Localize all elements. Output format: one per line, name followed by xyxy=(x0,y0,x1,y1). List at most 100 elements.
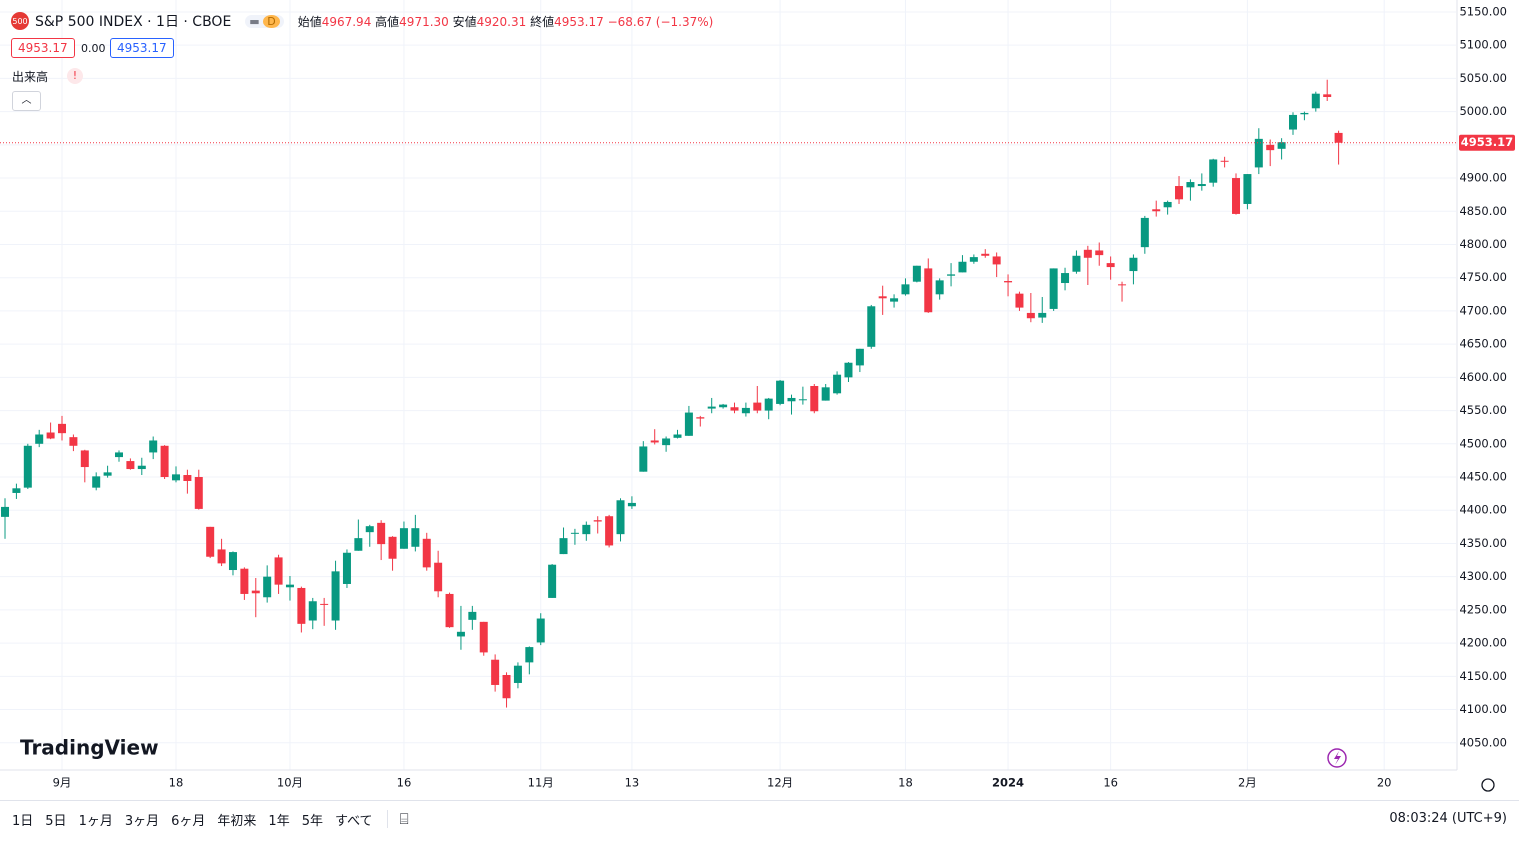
y-tick-label: 4850.00 xyxy=(1459,204,1507,218)
clock[interactable]: 08:03:24 (UTC+9) xyxy=(1389,811,1507,826)
candle-body xyxy=(627,502,636,507)
candle-body xyxy=(798,399,807,401)
range-button[interactable]: 1日 xyxy=(12,813,34,829)
x-tick-label: 12月 xyxy=(767,776,793,790)
candle-body xyxy=(103,472,112,476)
x-tick-label: 16 xyxy=(397,776,412,790)
bid-box[interactable]: 4953.17 xyxy=(11,38,75,58)
range-button[interactable]: 5日 xyxy=(45,813,67,829)
y-tick-label: 4700.00 xyxy=(1459,303,1507,317)
date-range-icon[interactable]: ⌸ xyxy=(386,810,409,828)
symbol-title[interactable]: S&P 500 INDEX · 1日 · CBOE xyxy=(35,14,232,30)
candle-body xyxy=(855,348,864,366)
candle-body xyxy=(1140,217,1149,248)
candle-body xyxy=(160,445,169,478)
candle-body xyxy=(1232,178,1241,214)
open-value: 4967.94 xyxy=(321,14,372,29)
volume-alert[interactable]: ! xyxy=(67,68,83,84)
candle-body xyxy=(1197,184,1206,187)
y-tick-label: 4200.00 xyxy=(1459,636,1507,650)
candle-body xyxy=(1095,250,1104,256)
candle-body xyxy=(1311,93,1320,109)
candle-body xyxy=(730,407,739,411)
candle-body xyxy=(1106,263,1115,268)
candle-body xyxy=(445,593,454,628)
candle-body xyxy=(890,298,899,302)
range-button[interactable]: 1ヶ月 xyxy=(78,813,113,829)
y-tick-label: 4300.00 xyxy=(1459,569,1507,583)
x-tick-label: 9月 xyxy=(53,776,72,790)
chart: TradingView 4050.00 4100.00 4150.00 4200.00… xyxy=(0,0,1515,792)
candle-body xyxy=(58,423,67,434)
candle-body xyxy=(924,268,933,313)
candle-body xyxy=(46,432,55,439)
candle-body xyxy=(696,417,705,419)
candle-body xyxy=(1,506,10,517)
range-button[interactable]: 1年 xyxy=(268,813,290,829)
candle-body xyxy=(479,621,488,653)
low-label: 安値 xyxy=(452,14,477,29)
candle-body xyxy=(787,397,796,402)
settings-icon[interactable] xyxy=(1481,778,1495,792)
candle-body xyxy=(194,477,203,509)
candle-body xyxy=(126,461,135,470)
candle-body xyxy=(981,253,990,256)
candle-body xyxy=(263,576,272,598)
candle-body xyxy=(684,412,693,436)
y-tick-label: 4650.00 xyxy=(1459,337,1507,351)
candle-body xyxy=(741,407,750,414)
candle-body xyxy=(1254,138,1263,168)
candle-body xyxy=(1323,94,1332,97)
candle-body xyxy=(80,450,89,468)
y-tick-label: 4600.00 xyxy=(1459,370,1507,384)
x-tick-label: 2月 xyxy=(1238,776,1257,790)
logo: TradingView xyxy=(20,736,159,760)
x-tick-label: 11月 xyxy=(528,776,554,790)
spread: 0.00 xyxy=(81,42,106,55)
x-tick-label: 10月 xyxy=(277,776,303,790)
y-tick-label: 4750.00 xyxy=(1459,270,1507,284)
candle-body xyxy=(969,257,978,262)
range-button[interactable]: 3ヶ月 xyxy=(124,813,160,829)
candle-body xyxy=(901,284,910,295)
lightning-icon[interactable] xyxy=(1327,748,1347,768)
candle-body xyxy=(707,406,716,409)
candle-body xyxy=(844,362,853,378)
range-button[interactable]: すべて xyxy=(334,813,373,829)
candle-body xyxy=(320,603,329,605)
candle-body xyxy=(525,647,534,663)
candle-body xyxy=(285,584,294,588)
candle-body xyxy=(456,631,465,637)
candle-body xyxy=(810,385,819,412)
candle-body xyxy=(308,601,317,621)
candle-body xyxy=(114,452,123,458)
candle-body xyxy=(1004,281,1013,283)
candle-body xyxy=(354,538,363,551)
ask-box[interactable]: 4953.17 xyxy=(110,38,174,58)
candle-body xyxy=(1026,312,1035,319)
open-label: 始値 xyxy=(297,14,322,29)
candle-body xyxy=(559,538,568,555)
candle-body xyxy=(274,557,283,585)
range-button[interactable]: 5年 xyxy=(301,813,323,829)
candle-body xyxy=(1118,284,1127,286)
candle-body xyxy=(411,528,420,547)
high-value: 4971.30 xyxy=(399,14,449,29)
y-tick-label: 4900.00 xyxy=(1459,171,1507,185)
candle-body xyxy=(1163,201,1172,208)
high-label: 高値 xyxy=(375,14,400,29)
y-tick-label: 4450.00 xyxy=(1459,470,1507,484)
last-price-box xyxy=(1459,134,1515,151)
candle-body xyxy=(491,659,500,685)
candle-body xyxy=(1289,114,1298,130)
range-button[interactable]: 6ヶ月 xyxy=(171,813,206,829)
collapse-button[interactable]: ︿ xyxy=(12,91,41,111)
candle-body xyxy=(570,532,579,534)
candle-body xyxy=(513,665,522,683)
bottom-toolbar: 1日 5日 1ヶ月 3ヶ月 6ヶ月 年初来 1年 5年 すべて ⌸ 08:03:24 (UTC+… xyxy=(0,800,1519,837)
range-button[interactable]: 年初来 xyxy=(217,813,257,829)
candle-body xyxy=(331,571,340,621)
x-tick-label: 20 xyxy=(1377,776,1392,790)
y-tick-label: 4050.00 xyxy=(1459,735,1507,749)
